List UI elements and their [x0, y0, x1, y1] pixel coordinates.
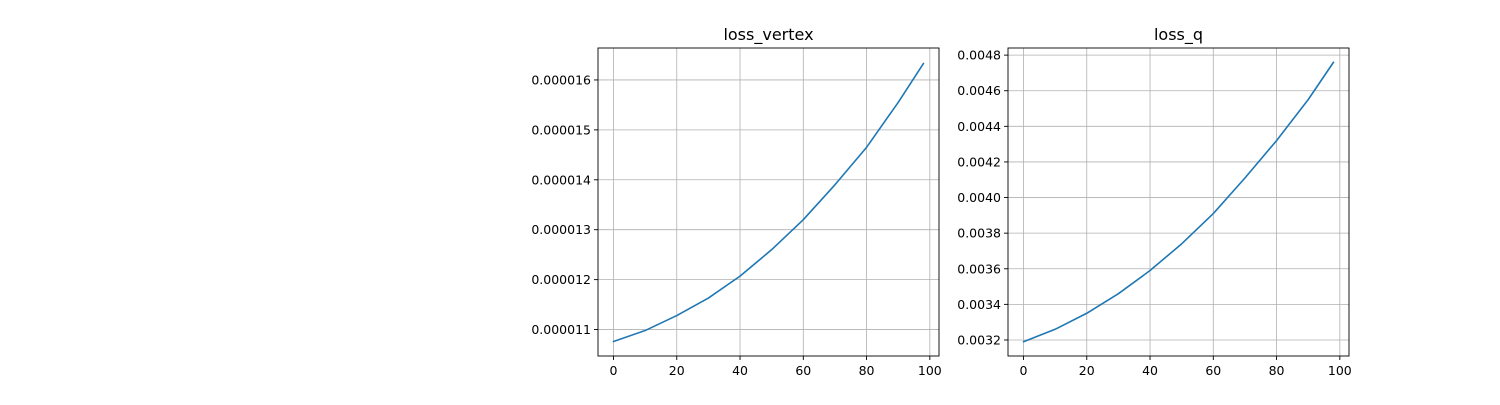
loss-vertex-x-tick-label: 20	[669, 363, 685, 378]
loss-q-x-tick-label: 80	[1269, 363, 1285, 378]
loss-q-y-tick-label: 0.0044	[957, 119, 1001, 134]
loss-vertex-panel: loss_vertex 0 20 40 60 80 100 0.000011 0.000012…	[531, 25, 941, 378]
loss-vertex-axes-frame	[597, 47, 940, 357]
loss-vertex-y-tick-label: 0.000015	[531, 122, 591, 137]
loss-vertex-x-tick-label: 100	[918, 363, 942, 378]
loss-vertex-y-tick-label: 0.000014	[531, 172, 591, 187]
loss-q-axes-frame	[1007, 47, 1350, 357]
loss-q-y-tick-label: 0.0036	[957, 261, 1001, 276]
loss-q-title: loss_q	[1154, 25, 1203, 45]
loss-vertex-y-tick-label: 0.000012	[531, 272, 591, 287]
loss-q-x-tick-label: 40	[1142, 363, 1158, 378]
loss-vertex-series-line	[612, 62, 925, 343]
loss-q-y-tick-label: 0.0038	[957, 226, 1001, 241]
loss-q-series-line	[1022, 61, 1335, 343]
loss-vertex-x-tick-label: 60	[795, 363, 811, 378]
loss-q-panel: loss_q 0 20 40 60 80 100 0.0032 0.0034 0.0036 0.0…	[957, 25, 1352, 378]
loss-vertex-x-tick-label: 0	[610, 363, 618, 378]
loss-q-x-tick-label: 60	[1205, 363, 1221, 378]
loss-q-y-tick-label: 0.0046	[957, 83, 1001, 98]
loss-q-y-tick-label: 0.0040	[957, 190, 1001, 205]
loss-q-y-tick-label: 0.0034	[957, 297, 1001, 312]
loss-q-y-tick-label: 0.0042	[957, 154, 1001, 169]
loss-q-x-tick-label: 0	[1020, 363, 1028, 378]
loss-q-y-tick-label: 0.0032	[957, 332, 1001, 347]
loss-q-x-tick-label: 20	[1079, 363, 1095, 378]
loss-vertex-y-tick-label: 0.000013	[531, 222, 591, 237]
loss-q-x-tick-label: 100	[1328, 363, 1352, 378]
loss-q-y-tick-label: 0.0048	[957, 48, 1001, 63]
loss-vertex-y-tick-label: 0.000016	[531, 72, 591, 87]
loss-vertex-x-tick-label: 40	[732, 363, 748, 378]
loss-vertex-y-tick-label: 0.000011	[531, 322, 591, 337]
loss-vertex-x-tick-label: 80	[859, 363, 875, 378]
loss-vertex-title: loss_vertex	[723, 25, 813, 45]
